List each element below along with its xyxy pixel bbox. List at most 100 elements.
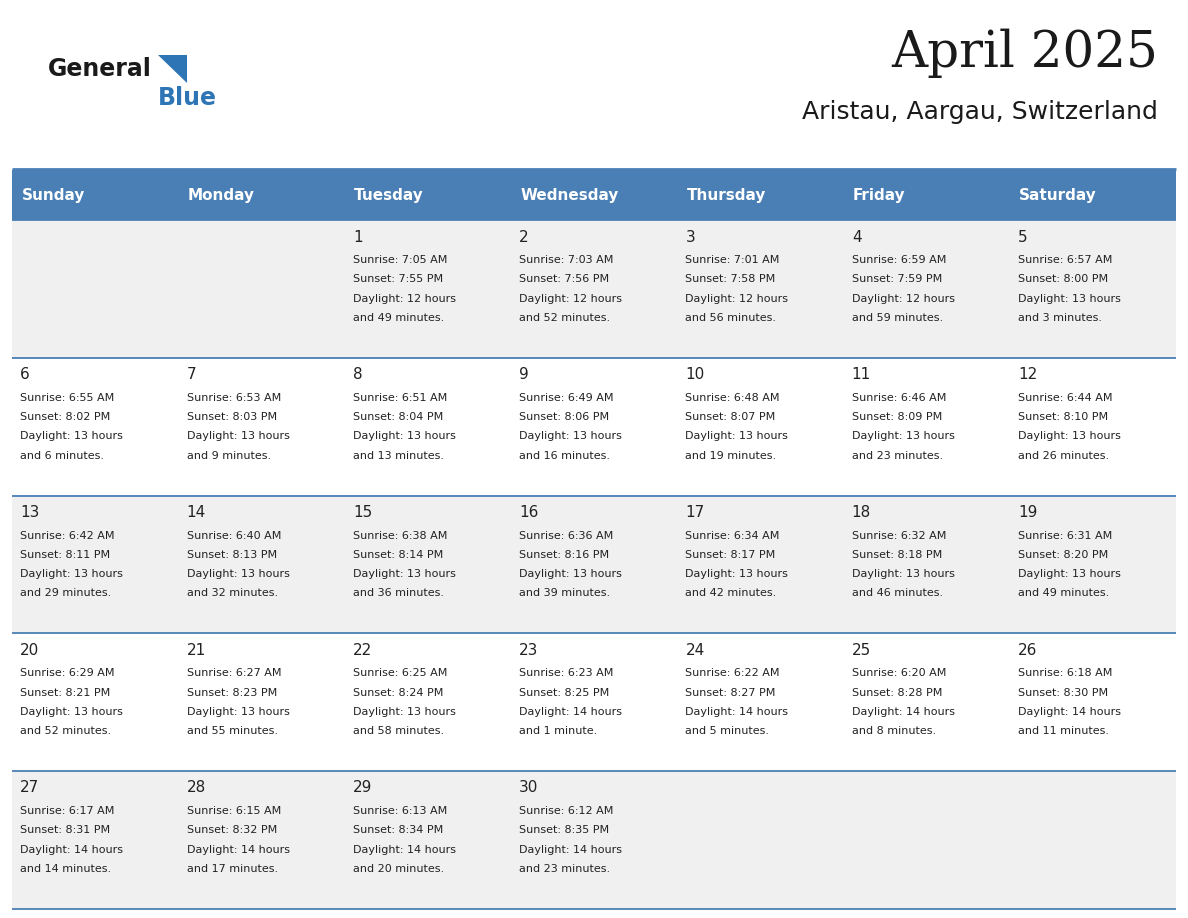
Text: 27: 27 xyxy=(20,780,39,795)
Text: 30: 30 xyxy=(519,780,538,795)
Text: 11: 11 xyxy=(852,367,871,382)
Text: Sunrise: 6:53 AM: Sunrise: 6:53 AM xyxy=(187,393,280,403)
Text: 19: 19 xyxy=(1018,505,1037,520)
Text: and 36 minutes.: and 36 minutes. xyxy=(353,588,444,599)
Text: Daylight: 14 hours: Daylight: 14 hours xyxy=(852,707,955,717)
Text: Wednesday: Wednesday xyxy=(520,187,619,203)
Text: 12: 12 xyxy=(1018,367,1037,382)
Text: Daylight: 13 hours: Daylight: 13 hours xyxy=(187,431,290,442)
Text: Sunset: 8:02 PM: Sunset: 8:02 PM xyxy=(20,412,110,422)
Text: and 46 minutes.: and 46 minutes. xyxy=(852,588,943,599)
Text: 16: 16 xyxy=(519,505,538,520)
Text: and 11 minutes.: and 11 minutes. xyxy=(1018,726,1110,736)
Text: and 23 minutes.: and 23 minutes. xyxy=(852,451,943,461)
Text: Sunrise: 6:59 AM: Sunrise: 6:59 AM xyxy=(852,255,946,265)
Text: and 13 minutes.: and 13 minutes. xyxy=(353,451,444,461)
Text: Sunrise: 6:51 AM: Sunrise: 6:51 AM xyxy=(353,393,447,403)
Text: Daylight: 14 hours: Daylight: 14 hours xyxy=(519,707,623,717)
Text: Daylight: 13 hours: Daylight: 13 hours xyxy=(852,569,955,579)
Text: and 26 minutes.: and 26 minutes. xyxy=(1018,451,1110,461)
Text: Sunrise: 6:20 AM: Sunrise: 6:20 AM xyxy=(852,668,946,678)
Text: Sunrise: 6:12 AM: Sunrise: 6:12 AM xyxy=(519,806,613,816)
Text: and 52 minutes.: and 52 minutes. xyxy=(20,726,112,736)
Text: Sunset: 8:35 PM: Sunset: 8:35 PM xyxy=(519,825,609,835)
Text: Daylight: 14 hours: Daylight: 14 hours xyxy=(20,845,124,855)
Text: Daylight: 14 hours: Daylight: 14 hours xyxy=(1018,707,1121,717)
Text: Sunset: 8:13 PM: Sunset: 8:13 PM xyxy=(187,550,277,560)
Text: Sunset: 8:16 PM: Sunset: 8:16 PM xyxy=(519,550,609,560)
Text: Sunset: 8:21 PM: Sunset: 8:21 PM xyxy=(20,688,110,698)
Text: Daylight: 13 hours: Daylight: 13 hours xyxy=(20,707,124,717)
Text: Sunrise: 6:55 AM: Sunrise: 6:55 AM xyxy=(20,393,114,403)
Text: 7: 7 xyxy=(187,367,196,382)
Text: Sunrise: 6:31 AM: Sunrise: 6:31 AM xyxy=(1018,531,1112,541)
Text: and 59 minutes.: and 59 minutes. xyxy=(852,313,943,323)
Text: Daylight: 14 hours: Daylight: 14 hours xyxy=(187,845,290,855)
Text: Daylight: 12 hours: Daylight: 12 hours xyxy=(519,294,623,304)
Text: 17: 17 xyxy=(685,505,704,520)
Text: Sunrise: 6:18 AM: Sunrise: 6:18 AM xyxy=(1018,668,1112,678)
Text: Sunrise: 6:34 AM: Sunrise: 6:34 AM xyxy=(685,531,779,541)
Text: and 5 minutes.: and 5 minutes. xyxy=(685,726,770,736)
Bar xyxy=(12,220,1176,358)
Text: Sunrise: 7:01 AM: Sunrise: 7:01 AM xyxy=(685,255,779,265)
Text: Sunrise: 7:03 AM: Sunrise: 7:03 AM xyxy=(519,255,613,265)
Text: 13: 13 xyxy=(20,505,39,520)
Text: and 23 minutes.: and 23 minutes. xyxy=(519,864,611,874)
Text: and 3 minutes.: and 3 minutes. xyxy=(1018,313,1102,323)
Text: Sunrise: 6:36 AM: Sunrise: 6:36 AM xyxy=(519,531,613,541)
Text: Daylight: 13 hours: Daylight: 13 hours xyxy=(20,569,124,579)
Text: April 2025: April 2025 xyxy=(891,28,1158,78)
Text: Sunrise: 6:49 AM: Sunrise: 6:49 AM xyxy=(519,393,614,403)
Text: and 6 minutes.: and 6 minutes. xyxy=(20,451,105,461)
Text: Thursday: Thursday xyxy=(687,187,766,203)
Text: Sunrise: 6:17 AM: Sunrise: 6:17 AM xyxy=(20,806,114,816)
Text: 9: 9 xyxy=(519,367,529,382)
Text: and 42 minutes.: and 42 minutes. xyxy=(685,588,777,599)
Text: Daylight: 12 hours: Daylight: 12 hours xyxy=(685,294,789,304)
Text: Sunrise: 6:40 AM: Sunrise: 6:40 AM xyxy=(187,531,280,541)
Text: Sunrise: 7:05 AM: Sunrise: 7:05 AM xyxy=(353,255,447,265)
Text: Sunset: 7:55 PM: Sunset: 7:55 PM xyxy=(353,274,443,285)
Text: and 19 minutes.: and 19 minutes. xyxy=(685,451,777,461)
Text: Daylight: 13 hours: Daylight: 13 hours xyxy=(1018,431,1121,442)
Bar xyxy=(12,771,1176,909)
Text: Saturday: Saturday xyxy=(1019,187,1097,203)
Text: Sunset: 8:03 PM: Sunset: 8:03 PM xyxy=(187,412,277,422)
Text: and 1 minute.: and 1 minute. xyxy=(519,726,598,736)
Text: Daylight: 13 hours: Daylight: 13 hours xyxy=(685,431,789,442)
Text: Sunset: 8:20 PM: Sunset: 8:20 PM xyxy=(1018,550,1108,560)
Text: Sunrise: 6:57 AM: Sunrise: 6:57 AM xyxy=(1018,255,1112,265)
Polygon shape xyxy=(158,55,187,83)
Text: Daylight: 13 hours: Daylight: 13 hours xyxy=(20,431,124,442)
Bar xyxy=(12,358,1176,496)
Bar xyxy=(12,170,1176,220)
Text: Sunrise: 6:13 AM: Sunrise: 6:13 AM xyxy=(353,806,447,816)
Text: Daylight: 14 hours: Daylight: 14 hours xyxy=(519,845,623,855)
Text: and 49 minutes.: and 49 minutes. xyxy=(353,313,444,323)
Text: Aristau, Aargau, Switzerland: Aristau, Aargau, Switzerland xyxy=(802,100,1158,124)
Text: Daylight: 13 hours: Daylight: 13 hours xyxy=(353,431,456,442)
Text: and 39 minutes.: and 39 minutes. xyxy=(519,588,611,599)
Text: Sunset: 8:30 PM: Sunset: 8:30 PM xyxy=(1018,688,1108,698)
Text: Tuesday: Tuesday xyxy=(354,187,424,203)
Text: Sunset: 8:24 PM: Sunset: 8:24 PM xyxy=(353,688,443,698)
Text: and 49 minutes.: and 49 minutes. xyxy=(1018,588,1110,599)
Text: Sunset: 8:25 PM: Sunset: 8:25 PM xyxy=(519,688,609,698)
Text: Daylight: 12 hours: Daylight: 12 hours xyxy=(353,294,456,304)
Text: Sunrise: 6:15 AM: Sunrise: 6:15 AM xyxy=(187,806,280,816)
Text: Monday: Monday xyxy=(188,187,254,203)
Text: Sunrise: 6:46 AM: Sunrise: 6:46 AM xyxy=(852,393,946,403)
Text: Daylight: 13 hours: Daylight: 13 hours xyxy=(852,431,955,442)
Text: Daylight: 14 hours: Daylight: 14 hours xyxy=(353,845,456,855)
Text: and 20 minutes.: and 20 minutes. xyxy=(353,864,444,874)
Text: Daylight: 13 hours: Daylight: 13 hours xyxy=(187,707,290,717)
Text: Daylight: 14 hours: Daylight: 14 hours xyxy=(685,707,789,717)
Text: 3: 3 xyxy=(685,230,695,244)
Text: and 29 minutes.: and 29 minutes. xyxy=(20,588,112,599)
Text: 6: 6 xyxy=(20,367,30,382)
Text: 28: 28 xyxy=(187,780,206,795)
Text: Sunset: 8:09 PM: Sunset: 8:09 PM xyxy=(852,412,942,422)
Text: 25: 25 xyxy=(852,643,871,657)
Text: Sunday: Sunday xyxy=(21,187,84,203)
